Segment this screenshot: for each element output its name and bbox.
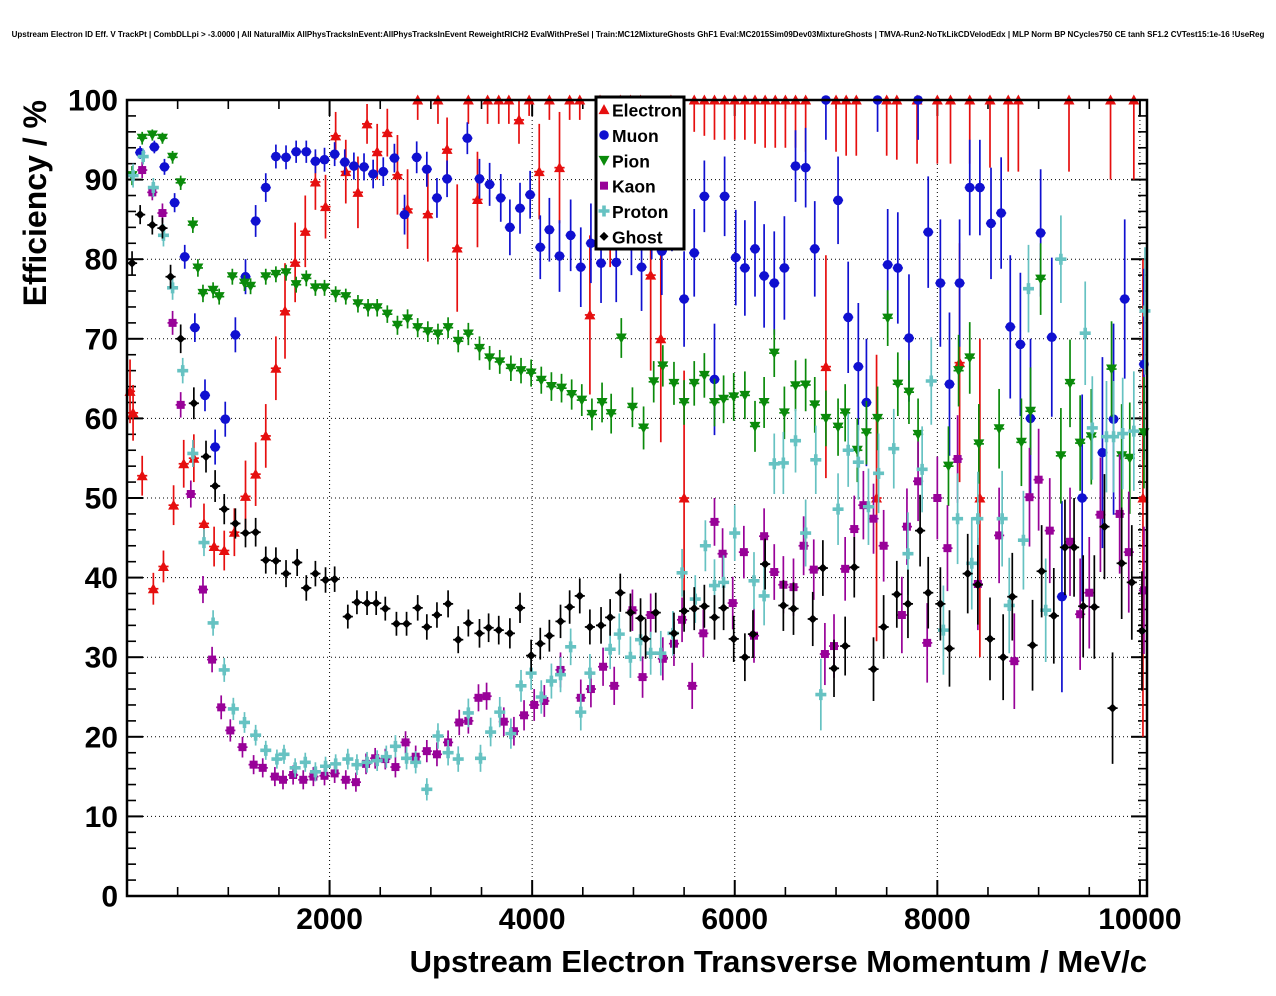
y-axis-title: Efficiency / % [17,100,53,306]
gridlines [127,100,1147,896]
y-tick-label: 70 [85,323,118,356]
legend-label: Kaon [612,177,656,197]
legend-entry-electron: Electron [598,101,682,121]
legend-entry-kaon: Kaon [600,177,656,197]
y-tick-label: 100 [68,85,118,118]
x-tick-label: 6000 [701,903,768,936]
series-pion [126,129,1150,514]
legend-entry-muon: Muon [599,126,659,146]
tick-labels: 2000 4000 6000 8000 10000 0 10 20 30 40 50 60 70 80 90… [68,85,1182,936]
series-ghost [127,205,1147,764]
y-tick-label: 20 [85,721,118,754]
x-axis-title: Upstream Electron Transverse Momentum / … [410,944,1147,979]
series-kaon [137,162,1148,792]
legend-entry-proton: Proton [598,202,668,222]
y-tick-label: 80 [85,244,118,277]
y-tick-label: 0 [101,881,118,914]
x-tick-label: 2000 [296,903,363,936]
legend-label: Pion [612,151,650,171]
legend-entry-pion: Pion [598,151,650,171]
legend-label: Ghost [612,227,663,247]
y-tick-label: 30 [85,642,118,675]
legend-label: Proton [612,202,668,222]
y-tick-label: 40 [85,562,118,595]
x-tick-label: 4000 [499,903,566,936]
legend-entry-ghost: Ghost [599,227,663,247]
y-tick-label: 90 [85,164,118,197]
x-tick-label: 8000 [904,903,971,936]
legend-label: Muon [612,126,659,146]
y-tick-label: 60 [85,403,118,436]
legend-label: Electron [612,101,682,121]
legend: Electron Muon Pion Kaon Proton Ghost [594,95,686,251]
y-tick-label: 50 [85,483,118,516]
y-tick-label: 10 [85,801,118,834]
series-proton [127,148,1151,801]
x-tick-label: 10000 [1098,903,1181,936]
plot-title: Upstream Electron ID Eff. V TrackPt | Co… [11,30,1265,39]
